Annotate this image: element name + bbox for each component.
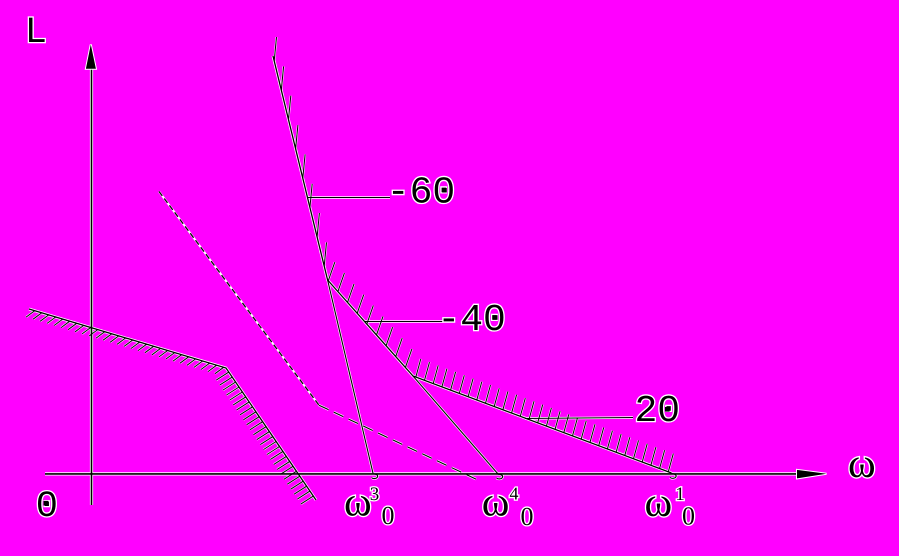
svg-text:3: 3	[370, 484, 380, 505]
svg-text:L: L	[25, 12, 47, 54]
svg-text:ω: ω	[482, 480, 510, 526]
svg-text:0: 0	[382, 501, 395, 530]
svg-text:1: 1	[675, 484, 685, 505]
svg-text:20: 20	[635, 390, 681, 433]
svg-text:4: 4	[510, 484, 519, 504]
svg-text:0: 0	[36, 486, 58, 528]
svg-text:ω: ω	[344, 480, 372, 526]
svg-text:0: 0	[521, 502, 534, 531]
svg-text:-60: -60	[387, 172, 455, 215]
svg-text:-40: -40	[437, 299, 505, 342]
svg-text:0: 0	[682, 502, 695, 531]
svg-text:ω: ω	[645, 480, 673, 526]
svg-text:ω: ω	[848, 441, 876, 487]
